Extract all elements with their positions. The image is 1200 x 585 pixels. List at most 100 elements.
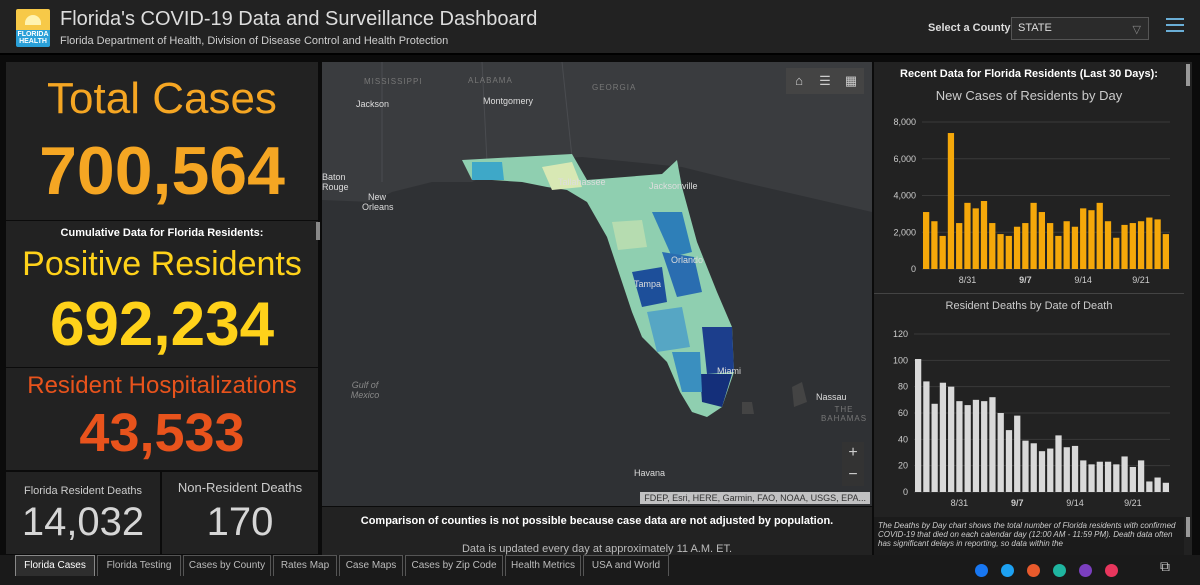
- nonresident-deaths-label: Non-Resident Deaths: [177, 480, 303, 495]
- bar[interactable]: [1129, 466, 1136, 492]
- zoom-in-button[interactable]: +: [848, 444, 858, 461]
- bar[interactable]: [1137, 221, 1145, 269]
- tab-florida-testing[interactable]: Florida Testing: [97, 555, 181, 576]
- bar[interactable]: [1055, 435, 1062, 492]
- tab-rates-map[interactable]: Rates Map: [273, 555, 337, 576]
- divider: [874, 293, 1184, 294]
- bar[interactable]: [1080, 460, 1087, 492]
- y-tick-label: 20: [898, 461, 908, 471]
- bar[interactable]: [1154, 219, 1161, 269]
- bar[interactable]: [1047, 448, 1054, 492]
- bar[interactable]: [964, 202, 971, 269]
- bar[interactable]: [1096, 461, 1103, 492]
- bar[interactable]: [1146, 481, 1153, 492]
- bar[interactable]: [1146, 217, 1153, 269]
- bar[interactable]: [989, 223, 996, 269]
- bar[interactable]: [1055, 235, 1062, 269]
- bar[interactable]: [989, 397, 996, 492]
- bar[interactable]: [1104, 221, 1112, 269]
- bar[interactable]: [972, 399, 980, 492]
- zoom-out-button[interactable]: −: [848, 466, 858, 483]
- flickr-icon[interactable]: [1105, 564, 1118, 577]
- bar[interactable]: [939, 235, 946, 269]
- florida-map[interactable]: MISSISSIPPI ALABAMA GEORGIA Jackson Mont…: [322, 62, 872, 506]
- bar[interactable]: [980, 201, 988, 269]
- bar[interactable]: [1121, 456, 1128, 492]
- bar[interactable]: [1030, 443, 1037, 492]
- bar[interactable]: [931, 221, 938, 269]
- bar[interactable]: [1104, 461, 1112, 492]
- bar[interactable]: [1162, 234, 1169, 269]
- bar[interactable]: [1022, 223, 1029, 269]
- bar[interactable]: [1013, 226, 1021, 269]
- bar[interactable]: [1154, 477, 1161, 492]
- county-select[interactable]: STATE ▽: [1011, 17, 1149, 40]
- tab-florida-cases[interactable]: Florida Cases: [15, 555, 95, 576]
- note-scrollbar[interactable]: [1186, 517, 1190, 537]
- bar[interactable]: [1022, 440, 1029, 492]
- bar[interactable]: [997, 413, 1004, 492]
- cases-chart[interactable]: 0 2,000 4,000 6,000 8,000 8/31 9/7 9/14 9/21: [874, 112, 1184, 290]
- bar[interactable]: [972, 208, 979, 269]
- tab-usa-and-world[interactable]: USA and World: [583, 555, 669, 576]
- bar[interactable]: [931, 403, 938, 492]
- list-icon[interactable]: ☰: [819, 73, 831, 88]
- bar[interactable]: [948, 386, 955, 492]
- bar[interactable]: [1071, 445, 1079, 492]
- bar[interactable]: [1038, 212, 1045, 269]
- bar[interactable]: [997, 234, 1004, 269]
- email-icon[interactable]: [1079, 564, 1092, 577]
- bar[interactable]: [956, 223, 963, 269]
- home-icon[interactable]: ⌂: [795, 73, 803, 88]
- bar[interactable]: [923, 381, 930, 492]
- bar[interactable]: [1071, 226, 1079, 269]
- map-attribution[interactable]: FDEP, Esri, HERE, Garmin, FAO, NOAA, USG…: [640, 492, 870, 504]
- bar[interactable]: [947, 133, 955, 269]
- tab-health-metrics[interactable]: Health Metrics: [505, 555, 581, 576]
- bar[interactable]: [1005, 235, 1012, 269]
- bar[interactable]: [1121, 224, 1128, 269]
- twitter-icon[interactable]: [1001, 564, 1014, 577]
- reddit-icon[interactable]: [1027, 564, 1040, 577]
- bar[interactable]: [1137, 460, 1145, 492]
- hospitalizations-panel: Resident Hospitalizations 43,533: [6, 368, 318, 470]
- bar[interactable]: [1113, 237, 1120, 269]
- external-link-icon[interactable]: ⧉: [1160, 558, 1170, 574]
- bar[interactable]: [923, 212, 930, 269]
- map-label-baton-rouge: Baton Rouge: [322, 172, 349, 192]
- left-scrollbar[interactable]: [316, 222, 320, 240]
- bar[interactable]: [939, 382, 947, 492]
- bar[interactable]: [1063, 221, 1070, 269]
- bar[interactable]: [1096, 202, 1103, 269]
- tab-cases-by-county[interactable]: Cases by County: [183, 555, 271, 576]
- bar[interactable]: [1038, 451, 1046, 492]
- bar[interactable]: [1088, 210, 1095, 269]
- bar[interactable]: [1063, 447, 1070, 492]
- bar[interactable]: [1030, 202, 1037, 269]
- bar[interactable]: [1080, 208, 1087, 269]
- bar[interactable]: [1047, 223, 1054, 269]
- county-select-value: STATE: [1018, 22, 1052, 34]
- facebook-icon[interactable]: [975, 564, 988, 577]
- map-label-jacksonville: Jacksonville: [649, 181, 698, 191]
- tab-case-maps[interactable]: Case Maps: [339, 555, 403, 576]
- updated-note: Data is updated every day at approximate…: [461, 543, 733, 555]
- deaths-chart[interactable]: 0 20 40 60 80 100 120 8/31 9/7 9/14 9/21: [874, 324, 1184, 514]
- bar[interactable]: [981, 401, 988, 492]
- y-tick-label: 8,000: [893, 117, 916, 127]
- bar[interactable]: [1129, 223, 1136, 269]
- bar[interactable]: [956, 401, 963, 492]
- grid-icon[interactable]: ▦: [844, 73, 858, 88]
- bar[interactable]: [964, 405, 971, 492]
- tab-cases-by-zip-code[interactable]: Cases by Zip Code: [405, 555, 503, 576]
- bar[interactable]: [1162, 482, 1169, 492]
- bar[interactable]: [915, 359, 922, 492]
- bar[interactable]: [1005, 430, 1013, 492]
- hamburger-menu-icon[interactable]: [1166, 18, 1184, 34]
- bar[interactable]: [1113, 464, 1120, 492]
- share-icon[interactable]: [1053, 564, 1066, 577]
- bar[interactable]: [1014, 415, 1021, 492]
- county-select-label: Select a County: [928, 22, 1011, 34]
- bar[interactable]: [1088, 464, 1095, 492]
- right-scrollbar[interactable]: [1186, 64, 1190, 86]
